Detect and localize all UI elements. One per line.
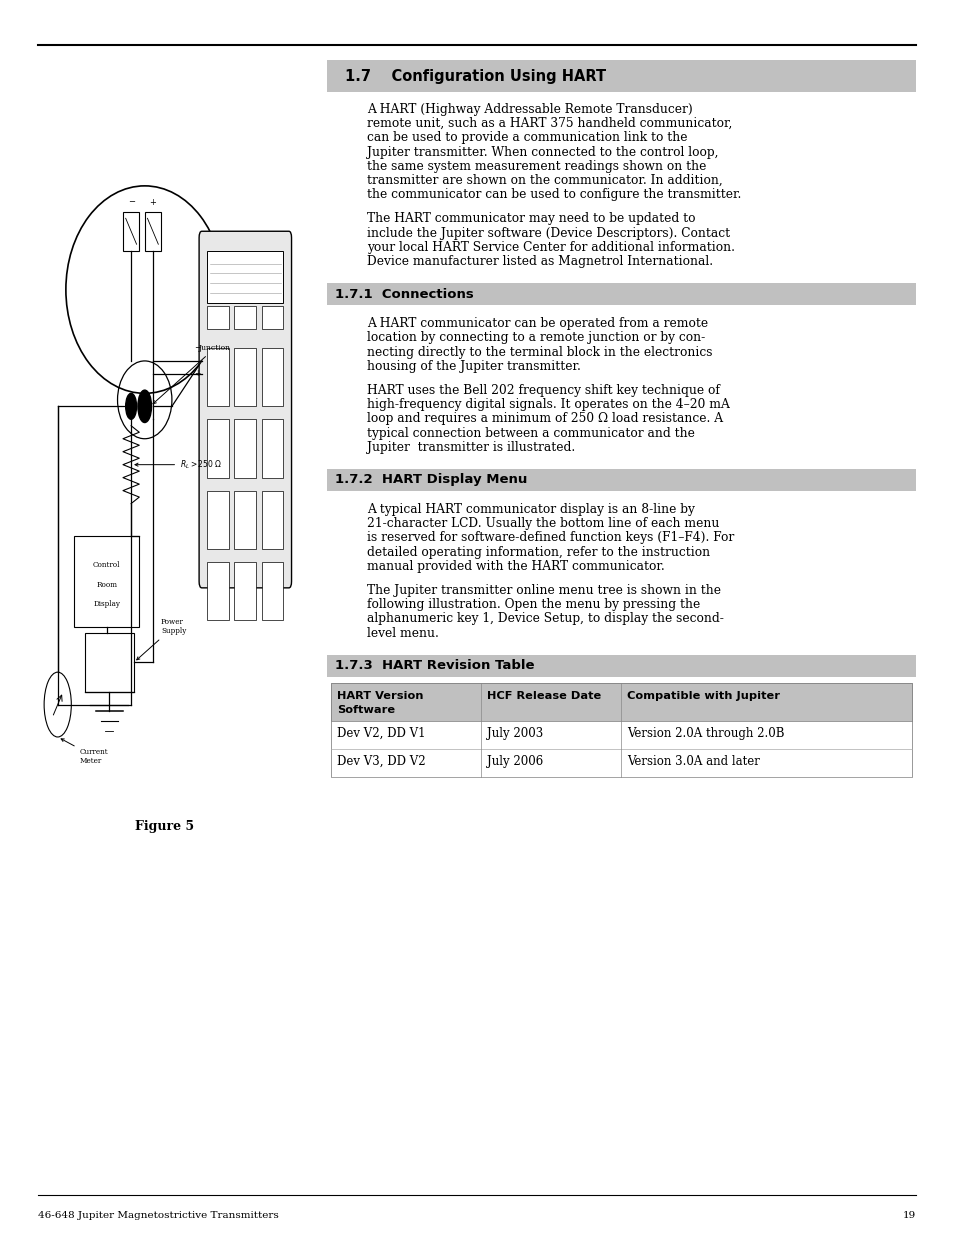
Text: level menu.: level menu. <box>367 626 438 640</box>
Text: Device manufacturer listed as Magnetrol International.: Device manufacturer listed as Magnetrol … <box>367 254 713 268</box>
Bar <box>327 61 915 91</box>
Text: Display: Display <box>93 600 120 608</box>
Text: 1.7    Configuration Using HART: 1.7 Configuration Using HART <box>345 68 605 84</box>
Text: A typical HART communicator display is an 8-line by: A typical HART communicator display is a… <box>367 503 694 516</box>
FancyBboxPatch shape <box>199 231 292 588</box>
Bar <box>327 283 915 305</box>
Text: Version 2.0A through 2.0B: Version 2.0A through 2.0B <box>626 727 783 740</box>
Bar <box>331 683 911 777</box>
Bar <box>331 748 911 777</box>
Text: alphanumeric key 1, Device Setup, to display the second-: alphanumeric key 1, Device Setup, to dis… <box>367 613 723 625</box>
Text: 21-character LCD. Usually the bottom line of each menu: 21-character LCD. Usually the bottom lin… <box>367 517 719 530</box>
Text: Dev V3, DD V2: Dev V3, DD V2 <box>336 755 425 768</box>
Text: A HART communicator can be operated from a remote: A HART communicator can be operated from… <box>367 317 707 330</box>
Text: July 2006: July 2006 <box>486 755 542 768</box>
Text: $R_L > 250\ \Omega$: $R_L > 250\ \Omega$ <box>135 458 222 471</box>
Bar <box>207 490 229 548</box>
Text: Dev V2, DD V1: Dev V2, DD V1 <box>336 727 425 740</box>
Bar <box>207 419 229 478</box>
Bar <box>261 562 283 620</box>
Bar <box>145 211 161 251</box>
Bar <box>74 536 139 626</box>
Bar <box>234 419 256 478</box>
Text: the communicator can be used to configure the transmitter.: the communicator can be used to configur… <box>367 188 740 201</box>
Bar <box>327 469 915 492</box>
Text: The Jupiter transmitter online menu tree is shown in the: The Jupiter transmitter online menu tree… <box>367 584 720 597</box>
Text: Figure 5: Figure 5 <box>135 820 194 832</box>
Bar <box>207 562 229 620</box>
Bar <box>207 251 283 303</box>
Text: include the Jupiter software (Device Descriptors). Contact: include the Jupiter software (Device Des… <box>367 226 729 240</box>
Bar <box>85 634 133 692</box>
Text: Current
Meter: Current Meter <box>61 739 108 764</box>
Text: July 2003: July 2003 <box>486 727 542 740</box>
Text: +: + <box>150 198 156 206</box>
Text: housing of the Jupiter transmitter.: housing of the Jupiter transmitter. <box>367 359 580 373</box>
Bar <box>207 348 229 406</box>
Text: remote unit, such as a HART 375 handheld communicator,: remote unit, such as a HART 375 handheld… <box>367 117 732 130</box>
Text: Version 3.0A and later: Version 3.0A and later <box>626 755 760 768</box>
Text: transmitter are shown on the communicator. In addition,: transmitter are shown on the communicato… <box>367 174 722 186</box>
Circle shape <box>138 390 152 422</box>
Text: following illustration. Open the menu by pressing the: following illustration. Open the menu by… <box>367 598 700 611</box>
Text: 46-648 Jupiter Magnetostrictive Transmitters: 46-648 Jupiter Magnetostrictive Transmit… <box>38 1210 278 1219</box>
Text: loop and requires a minimum of 250 Ω load resistance. A: loop and requires a minimum of 250 Ω loa… <box>367 412 722 425</box>
Text: typical connection between a communicator and the: typical connection between a communicato… <box>367 426 694 440</box>
Text: Jupiter  transmitter is illustrated.: Jupiter transmitter is illustrated. <box>367 441 575 453</box>
Text: necting directly to the terminal block in the electronics: necting directly to the terminal block i… <box>367 346 712 358</box>
Text: 1.7.3  HART Revision Table: 1.7.3 HART Revision Table <box>335 659 534 672</box>
Bar <box>261 490 283 548</box>
Bar <box>234 562 256 620</box>
Text: the same system measurement readings shown on the: the same system measurement readings sho… <box>367 159 705 173</box>
Text: Control: Control <box>92 561 120 569</box>
Text: −: − <box>194 343 201 352</box>
Text: The HART communicator may need to be updated to: The HART communicator may need to be upd… <box>367 212 695 226</box>
Text: A HART (Highway Addressable Remote Transducer): A HART (Highway Addressable Remote Trans… <box>367 103 692 116</box>
Bar <box>331 721 911 748</box>
Bar <box>234 306 256 329</box>
Text: Junction: Junction <box>152 345 231 404</box>
Text: Jupiter transmitter. When connected to the control loop,: Jupiter transmitter. When connected to t… <box>367 146 718 158</box>
Text: −: − <box>128 198 134 206</box>
Bar <box>327 655 915 677</box>
Text: Software: Software <box>336 705 395 715</box>
Text: Room: Room <box>96 580 117 589</box>
Text: Compatible with Jupiter: Compatible with Jupiter <box>626 690 780 700</box>
Text: your local HART Service Center for additional information.: your local HART Service Center for addit… <box>367 241 734 254</box>
Bar <box>207 306 229 329</box>
Text: HART uses the Bell 202 frequency shift key technique of: HART uses the Bell 202 frequency shift k… <box>367 384 720 396</box>
Text: 1.7.2  HART Display Menu: 1.7.2 HART Display Menu <box>335 473 527 487</box>
Bar <box>234 490 256 548</box>
Bar <box>331 683 911 721</box>
Bar <box>261 348 283 406</box>
Text: Power
Supply: Power Supply <box>136 619 186 659</box>
Circle shape <box>126 393 136 419</box>
Text: +: + <box>194 369 201 378</box>
Text: is reserved for software-defined function keys (F1–F4). For: is reserved for software-defined functio… <box>367 531 734 545</box>
Text: location by connecting to a remote junction or by con-: location by connecting to a remote junct… <box>367 331 704 345</box>
Bar <box>234 348 256 406</box>
Bar <box>261 306 283 329</box>
Bar <box>123 211 139 251</box>
Text: 19: 19 <box>902 1210 915 1219</box>
Bar <box>261 419 283 478</box>
Text: HART Version: HART Version <box>336 690 423 700</box>
Text: 1.7.1  Connections: 1.7.1 Connections <box>335 288 474 300</box>
Text: can be used to provide a communication link to the: can be used to provide a communication l… <box>367 131 687 144</box>
Text: high-frequency digital signals. It operates on the 4–20 mA: high-frequency digital signals. It opera… <box>367 398 729 411</box>
Text: manual provided with the HART communicator.: manual provided with the HART communicat… <box>367 559 664 573</box>
Text: HCF Release Date: HCF Release Date <box>486 690 600 700</box>
Text: detailed operating information, refer to the instruction: detailed operating information, refer to… <box>367 546 709 558</box>
